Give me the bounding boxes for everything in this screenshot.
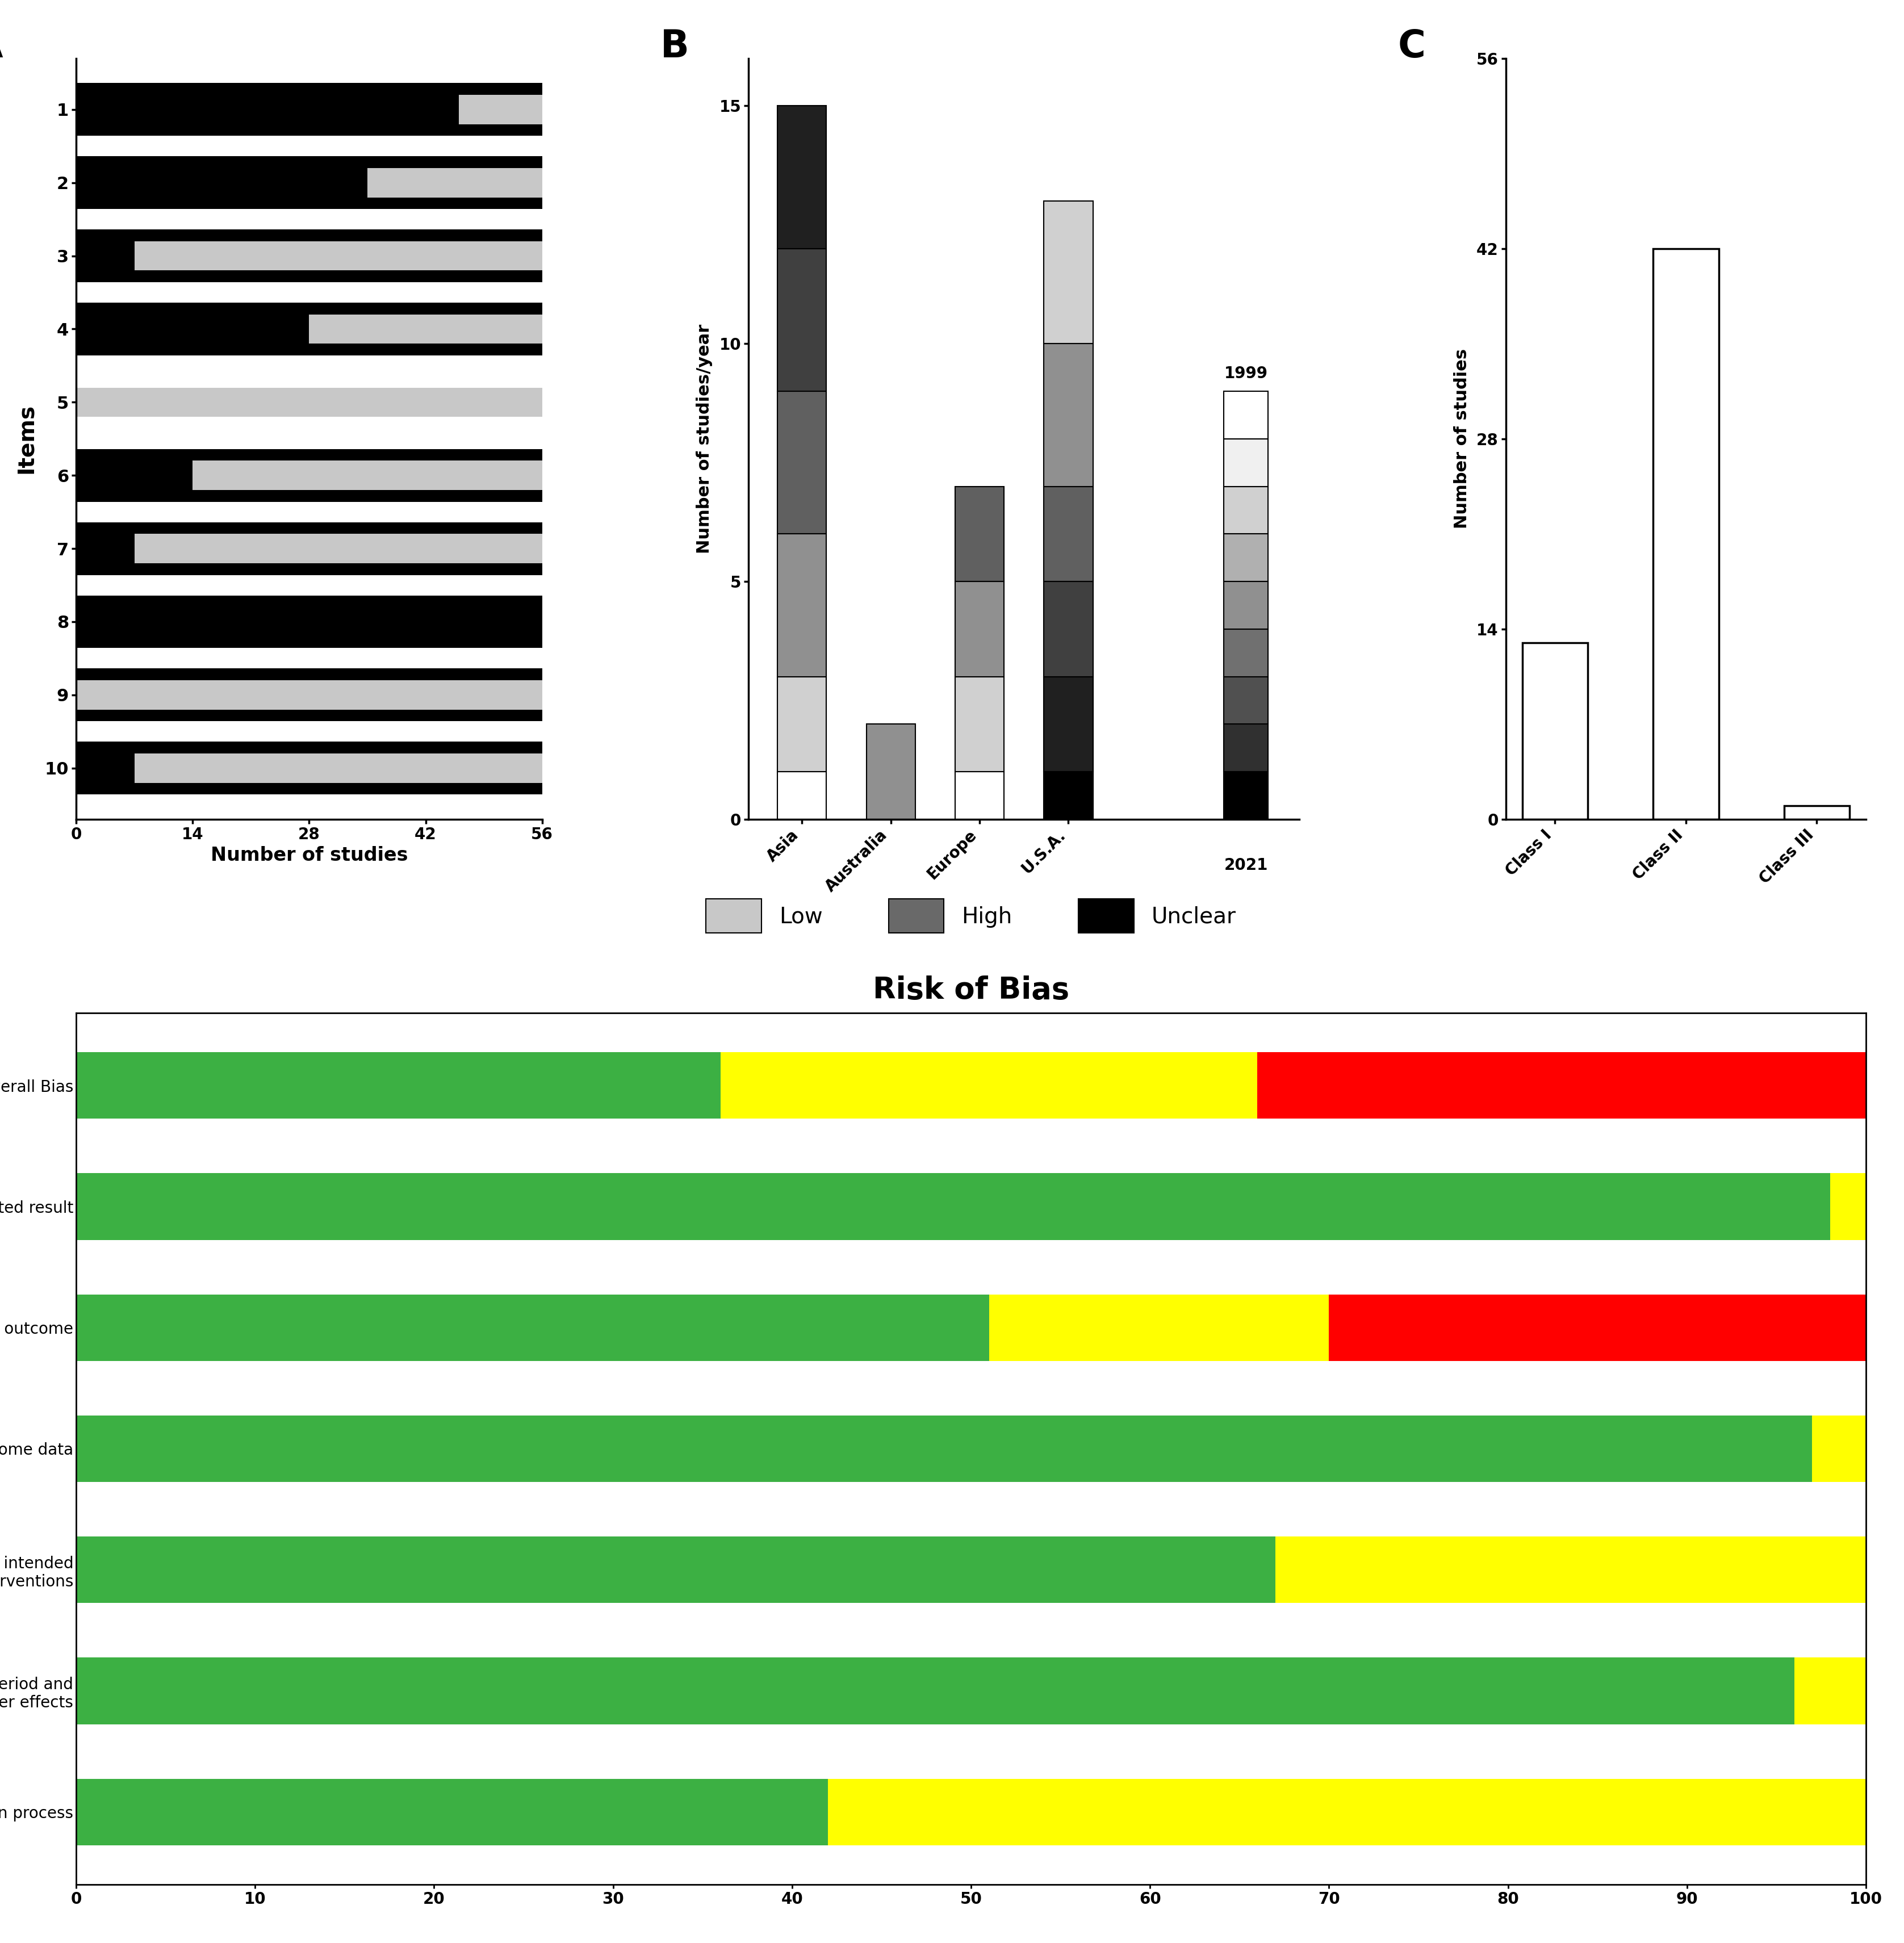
Bar	[777, 771, 826, 820]
Bar	[1830, 1174, 1866, 1240]
Bar	[1794, 1657, 1866, 1723]
Text: C: C	[1398, 27, 1426, 66]
Bar	[76, 668, 543, 721]
Bar	[76, 1657, 1794, 1723]
Bar	[777, 391, 826, 534]
Bar	[1224, 676, 1268, 725]
Bar	[1224, 630, 1268, 676]
Bar	[76, 595, 543, 649]
Bar	[76, 1778, 828, 1846]
Y-axis label: Items: Items	[15, 404, 36, 474]
Bar	[1224, 534, 1268, 581]
Title: Risk of Bias: Risk of Bias	[872, 975, 1070, 1005]
Bar	[777, 105, 826, 249]
Bar	[459, 95, 543, 124]
Bar	[1224, 391, 1268, 439]
Bar	[1043, 344, 1093, 486]
Bar	[1043, 676, 1093, 771]
Bar	[135, 754, 543, 783]
Bar	[1653, 249, 1719, 820]
Bar	[1813, 1415, 1866, 1483]
Bar	[1043, 200, 1093, 344]
Bar	[828, 1778, 1866, 1846]
Bar	[1329, 1294, 1866, 1360]
Bar	[135, 534, 543, 563]
Text: B: B	[661, 27, 689, 66]
Bar	[866, 725, 916, 820]
Bar	[1784, 806, 1849, 820]
Bar	[956, 676, 1003, 771]
Bar	[1224, 486, 1268, 534]
Bar	[76, 303, 543, 356]
Bar	[1224, 439, 1268, 486]
Bar	[308, 315, 543, 344]
Bar	[1521, 643, 1588, 820]
Bar	[1224, 725, 1268, 771]
Bar	[76, 229, 543, 282]
Bar	[956, 486, 1003, 581]
Bar	[76, 523, 543, 575]
Text: 2021: 2021	[1224, 857, 1268, 872]
Y-axis label: Number of studies/year: Number of studies/year	[697, 324, 712, 554]
Bar	[76, 155, 543, 210]
Bar	[76, 680, 543, 709]
Bar	[76, 1294, 988, 1360]
Bar	[988, 1294, 1329, 1360]
Bar	[777, 676, 826, 771]
Legend: Low, High, Unclear: Low, High, Unclear	[706, 900, 1236, 933]
Bar	[1043, 486, 1093, 581]
Bar	[1257, 1051, 1866, 1119]
Bar	[367, 167, 543, 198]
Y-axis label: Number of studies: Number of studies	[1453, 348, 1470, 528]
Bar	[1043, 581, 1093, 676]
Bar	[76, 449, 543, 501]
Bar	[1276, 1537, 1866, 1603]
Bar	[76, 1051, 720, 1119]
Text: A: A	[0, 27, 4, 66]
Bar	[76, 1174, 1830, 1240]
Bar	[956, 581, 1003, 676]
Bar	[1043, 771, 1093, 820]
Bar	[76, 387, 543, 418]
Bar	[777, 534, 826, 676]
Bar	[135, 241, 543, 270]
Text: 1999: 1999	[1224, 365, 1268, 381]
Bar	[777, 249, 826, 391]
Bar	[956, 771, 1003, 820]
Bar	[76, 1415, 1813, 1483]
Bar	[76, 84, 543, 136]
Bar	[76, 742, 543, 795]
Bar	[76, 1537, 1276, 1603]
X-axis label: Number of studies: Number of studies	[211, 845, 407, 865]
Bar	[1224, 581, 1268, 630]
Bar	[720, 1051, 1257, 1119]
Bar	[192, 460, 543, 490]
Bar	[1224, 771, 1268, 820]
